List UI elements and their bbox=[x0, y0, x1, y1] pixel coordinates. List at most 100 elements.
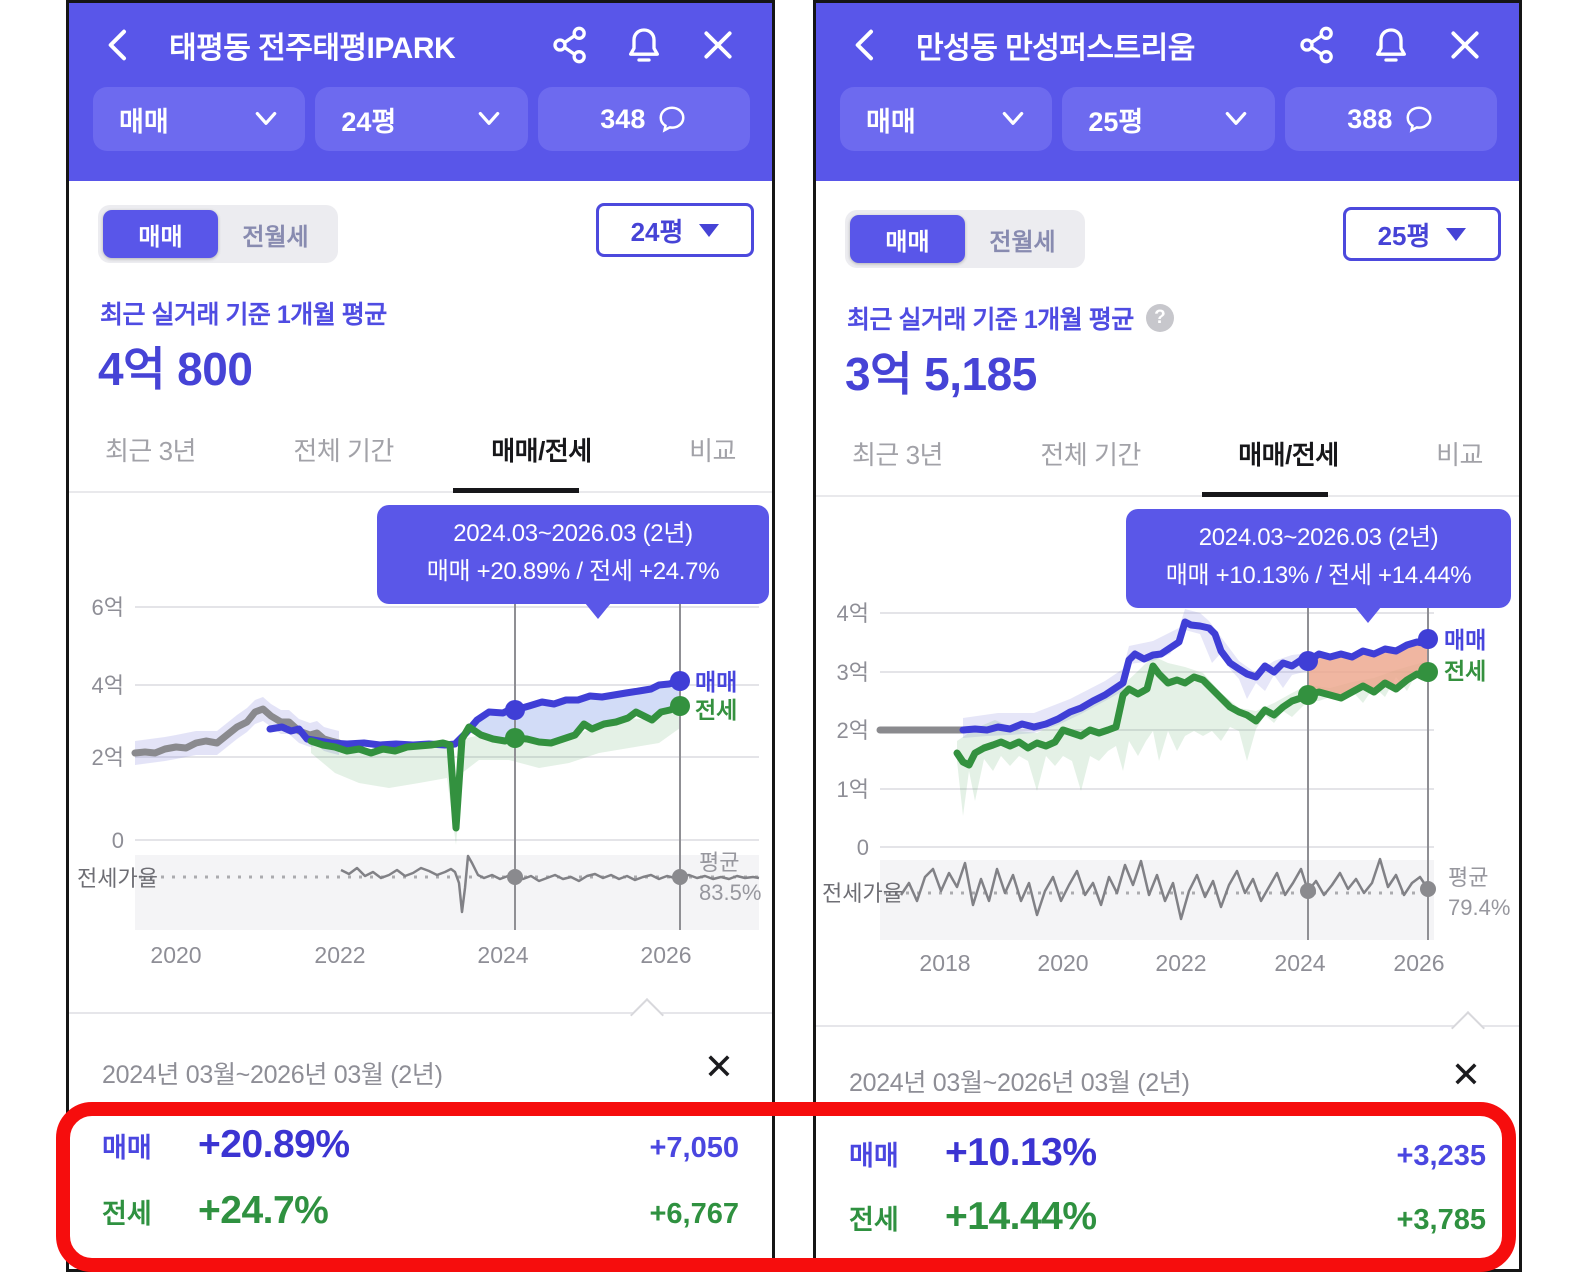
chart-tabs: 최근 3년 전체 기간 매매/전세 비교 bbox=[69, 431, 772, 468]
average-price: 3억 5,185 bbox=[845, 348, 1037, 400]
x-tick: 2024 bbox=[1274, 950, 1325, 976]
tab-sale-jeonse[interactable]: 매매/전세 bbox=[1238, 440, 1339, 470]
summary-sale-value: +7,050 bbox=[649, 1132, 739, 1164]
chat-count-button[interactable]: 348 bbox=[537, 87, 750, 151]
summary-sale-label: 매매 bbox=[102, 1133, 152, 1163]
tab-compare[interactable]: 비교 bbox=[689, 436, 736, 466]
tab-recent-3y[interactable]: 최근 3년 bbox=[852, 440, 943, 470]
x-tick: 2020 bbox=[1037, 950, 1088, 976]
average-price: 4억 800 bbox=[98, 343, 253, 395]
caret-down-icon bbox=[699, 223, 720, 237]
y-tick: 4억 bbox=[92, 673, 124, 698]
size-label: 24평 bbox=[341, 106, 397, 137]
summary-jeonse-label: 전세 bbox=[849, 1205, 899, 1235]
trade-toggle: 매매 전월세 bbox=[845, 210, 1085, 268]
trade-type-dropdown[interactable]: 매매 bbox=[840, 87, 1053, 151]
summary-row-jeonse: 전세 +14.44% +3,785 bbox=[849, 1195, 1486, 1239]
toggle-rent[interactable]: 전월세 bbox=[989, 228, 1056, 256]
bell-icon[interactable] bbox=[1371, 25, 1411, 65]
tab-recent-3y[interactable]: 최근 3년 bbox=[105, 436, 196, 466]
size-dropdown[interactable]: 24평 bbox=[315, 87, 528, 151]
y-tick: 6억 bbox=[92, 595, 124, 620]
price-chart: 4억 3억 2억 1억 0 전세가율 평균 79.4% 매매 전세 2018 2… bbox=[816, 503, 1519, 1028]
summary-jeonse-pct: +14.44% bbox=[945, 1195, 1097, 1238]
summary-sale-pct: +20.89% bbox=[198, 1123, 350, 1166]
period-tooltip: 2024.03~2026.03 (2년) 매매 +10.13% / 전세 +14… bbox=[1126, 509, 1511, 623]
chat-bubble-icon bbox=[1406, 106, 1432, 133]
summary-jeonse-label: 전세 bbox=[102, 1199, 152, 1229]
x-tick: 2026 bbox=[640, 942, 691, 968]
avg-label: 평균 bbox=[1448, 865, 1488, 890]
active-tab-underline bbox=[1202, 492, 1328, 497]
summary-close-icon[interactable]: ✕ bbox=[703, 1046, 734, 1087]
tab-all-period[interactable]: 전체 기간 bbox=[1040, 440, 1141, 470]
toggle-rent[interactable]: 전월세 bbox=[242, 223, 309, 251]
back-icon[interactable] bbox=[846, 25, 886, 65]
tooltip-pointer bbox=[1355, 606, 1381, 623]
y-tick: 0 bbox=[112, 828, 124, 853]
chevron-down-icon bbox=[1003, 111, 1024, 125]
tabs-divider bbox=[816, 495, 1519, 497]
chat-count: 388 bbox=[1347, 103, 1393, 134]
size-select-value: 25평 bbox=[1377, 220, 1431, 251]
avg-label: 평균 bbox=[699, 850, 739, 875]
legend-jeonse: 전세 bbox=[695, 697, 737, 723]
back-icon[interactable] bbox=[99, 25, 139, 65]
tabs-divider bbox=[69, 491, 772, 493]
header-right: 만성동 만성퍼스트리움 매매 25평 388 bbox=[816, 3, 1519, 181]
chart-tabs: 최근 3년 전체 기간 매매/전세 비교 bbox=[816, 435, 1519, 472]
chevron-down-icon bbox=[256, 111, 277, 125]
tooltip-period: 2024.03~2026.03 (2년) bbox=[453, 520, 693, 547]
caret-down-icon bbox=[1446, 227, 1467, 241]
period-tooltip: 2024.03~2026.03 (2년) 매매 +20.89% / 전세 +24… bbox=[377, 505, 769, 619]
x-tick: 2022 bbox=[314, 942, 365, 968]
summary-sale-pct: +10.13% bbox=[945, 1131, 1097, 1174]
ratio-label: 전세가율 bbox=[77, 866, 158, 891]
summary-period: 2024년 03월~2026년 03월 (2년) bbox=[849, 1069, 1190, 1097]
tooltip-period: 2024.03~2026.03 (2년) bbox=[1198, 524, 1439, 551]
close-icon[interactable] bbox=[1445, 25, 1485, 65]
price-caption: 최근 실거래 기준 1개월 평균 ? bbox=[847, 300, 1174, 336]
summary-close-icon[interactable]: ✕ bbox=[1450, 1054, 1481, 1095]
summary-jeonse-pct: +24.7% bbox=[198, 1189, 329, 1232]
share-icon[interactable] bbox=[1297, 25, 1337, 65]
tooltip-changes: 매매 +20.89% / 전세 +24.7% bbox=[426, 558, 720, 586]
apartment-panel-left: 태평동 전주태평IPARK 매매 24평 348 bbox=[66, 0, 775, 1272]
size-select[interactable]: 24평 bbox=[596, 203, 754, 257]
y-tick: 2억 bbox=[92, 745, 124, 770]
trade-type-label: 매매 bbox=[119, 106, 169, 137]
size-dropdown[interactable]: 25평 bbox=[1062, 87, 1275, 151]
tab-all-period[interactable]: 전체 기간 bbox=[293, 436, 394, 466]
section-divider bbox=[816, 1025, 1519, 1027]
price-chart: 6억 4억 2억 0 전세가율 평균 83.5% 매매 전세 2020 2022… bbox=[69, 498, 772, 1018]
summary-period: 2024년 03월~2026년 03월 (2년) bbox=[102, 1061, 443, 1089]
page-title: 태평동 전주태평IPARK bbox=[169, 32, 456, 65]
help-icon[interactable]: ? bbox=[1145, 304, 1174, 332]
x-tick: 2026 bbox=[1393, 950, 1444, 976]
size-select[interactable]: 25평 bbox=[1343, 207, 1501, 261]
active-tab-underline bbox=[453, 488, 579, 493]
close-icon[interactable] bbox=[698, 25, 738, 65]
size-select-value: 24평 bbox=[630, 216, 684, 247]
share-icon[interactable] bbox=[550, 25, 590, 65]
legend-sale: 매매 bbox=[695, 669, 737, 695]
bell-icon[interactable] bbox=[624, 25, 664, 65]
trade-type-label: 매매 bbox=[866, 106, 916, 137]
trade-toggle: 매매 전월세 bbox=[98, 205, 338, 263]
trade-type-dropdown[interactable]: 매매 bbox=[93, 87, 306, 151]
x-tick: 2018 bbox=[919, 950, 970, 976]
toggle-sale[interactable]: 매매 bbox=[103, 210, 218, 258]
tab-compare[interactable]: 비교 bbox=[1436, 440, 1483, 470]
summary-row-sale: 매매 +20.89% +7,050 bbox=[102, 1123, 739, 1167]
toggle-sale[interactable]: 매매 bbox=[850, 215, 965, 263]
y-tick: 1억 bbox=[837, 777, 869, 802]
size-label: 25평 bbox=[1088, 106, 1144, 137]
page-title: 만성동 만성퍼스트리움 bbox=[916, 32, 1195, 65]
legend-sale: 매매 bbox=[1444, 627, 1486, 653]
y-tick: 0 bbox=[857, 835, 869, 860]
chevron-down-icon bbox=[478, 111, 499, 125]
chat-count-button[interactable]: 388 bbox=[1284, 87, 1497, 151]
summary-jeonse-value: +3,785 bbox=[1396, 1204, 1486, 1236]
tooltip-changes: 매매 +10.13% / 전세 +14.44% bbox=[1165, 562, 1472, 590]
tab-sale-jeonse[interactable]: 매매/전세 bbox=[491, 436, 592, 466]
